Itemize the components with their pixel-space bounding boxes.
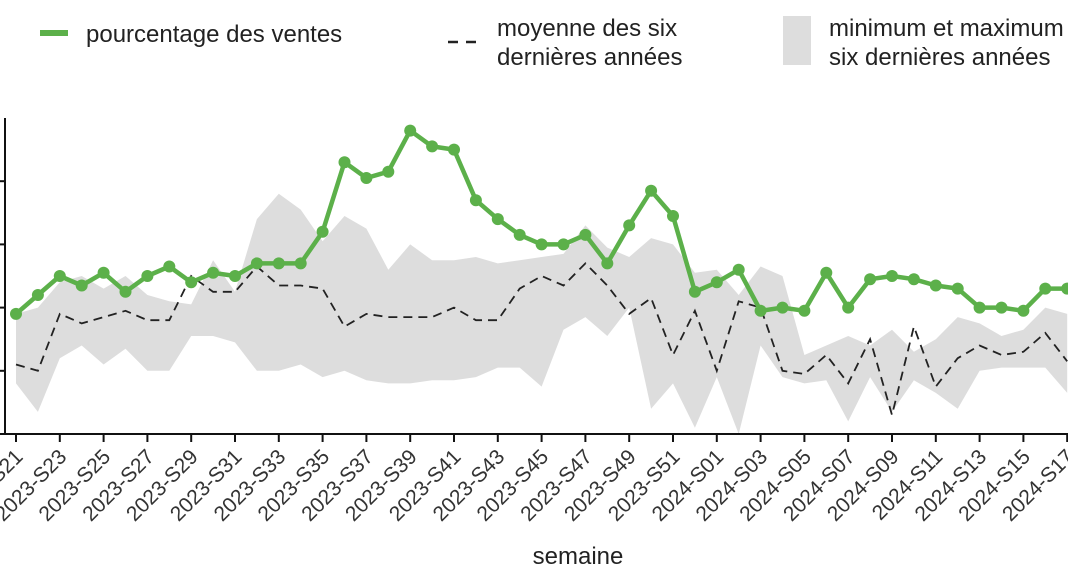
sales-point-2023-S37 [360, 172, 372, 184]
sales-point-2023-S50 [645, 185, 657, 197]
legend-mean-label-line2: dernières années [497, 44, 682, 71]
sales-point-2024-S08 [864, 273, 876, 285]
sales-point-2023-S48 [601, 257, 613, 269]
sales-point-2024-S10 [908, 273, 920, 285]
legend-band-label-line2: six dernières années [829, 44, 1050, 71]
sales-point-2024-S14 [996, 302, 1008, 314]
sales-point-2024-S06 [820, 267, 832, 279]
sales-point-2023-S42 [470, 194, 482, 206]
sales-point-2024-S01 [711, 276, 723, 288]
sales-point-2023-S36 [339, 156, 351, 168]
sales-point-2023-S21 [10, 308, 22, 320]
sales-point-2024-S05 [798, 305, 810, 317]
sales-point-2023-S49 [623, 219, 635, 231]
sales-point-2024-S15 [1017, 305, 1029, 317]
sales-point-2024-S03 [755, 305, 767, 317]
sales-point-2023-S32 [251, 257, 263, 269]
sales-point-2023-S24 [76, 280, 88, 292]
legend-mean-label-line1: moyenne des six [497, 15, 677, 42]
min-max-band [16, 194, 1067, 434]
sales-point-2023-S39 [404, 125, 416, 137]
sales-point-2023-S47 [579, 229, 591, 241]
sales-point-2024-S07 [842, 302, 854, 314]
sales-point-2023-S46 [558, 238, 570, 250]
legend-band-label-line1: minimum et maximum des [829, 15, 1068, 42]
x-axis-title: semaine [533, 543, 624, 570]
sales-point-2024-S09 [886, 270, 898, 282]
legend-sales-label: pourcentage des ventes [86, 21, 342, 48]
sales-point-2024-S02 [733, 264, 745, 276]
sales-point-2023-S22 [32, 289, 44, 301]
sales-point-2024-S12 [952, 283, 964, 295]
sales-point-2023-S45 [536, 238, 548, 250]
sales-point-2023-S51 [667, 210, 679, 222]
sales-point-2023-S38 [382, 166, 394, 178]
sales-point-2023-S41 [448, 144, 460, 156]
sales-point-2024-S11 [930, 280, 942, 292]
legend-band-swatch [783, 16, 811, 65]
sales-point-2023-S40 [426, 140, 438, 152]
sales-point-2024-S16 [1039, 283, 1051, 295]
sales-point-2023-S31 [229, 270, 241, 282]
sales-point-2023-S34 [295, 257, 307, 269]
sales-point-2023-S27 [141, 270, 153, 282]
sales-point-2023-S52 [689, 286, 701, 298]
sales-point-2024-S04 [777, 302, 789, 314]
sales-point-2023-S30 [207, 267, 219, 279]
sales-point-2023-S43 [492, 213, 504, 225]
sales-point-2024-S13 [974, 302, 986, 314]
sales-point-2023-S26 [120, 286, 132, 298]
sales-point-2023-S29 [185, 276, 197, 288]
legend: pourcentage des ventes moyenne des six d… [40, 15, 1068, 71]
sales-point-2023-S28 [163, 261, 175, 273]
sales-point-2023-S35 [317, 226, 329, 238]
plot-area: 2023-S212023-S232023-S252023-S272023-S29… [0, 118, 1068, 526]
sales-point-2023-S44 [514, 229, 526, 241]
sales-point-2023-S25 [98, 267, 110, 279]
sales-point-2024-S17 [1061, 283, 1068, 295]
sales-point-2023-S33 [273, 257, 285, 269]
sales-point-2023-S23 [54, 270, 66, 282]
